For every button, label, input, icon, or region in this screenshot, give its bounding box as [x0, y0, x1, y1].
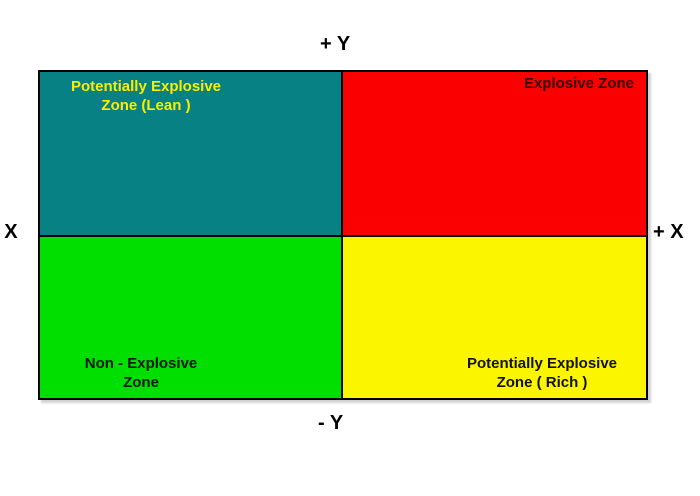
zone-label-line2: Zone ( Rich ) — [496, 374, 588, 391]
zone-label-line2: Zone — [123, 374, 159, 391]
quadrant-top-left: Potentially Explosive Zone (Lean ) — [40, 72, 343, 237]
axis-label-minus-y: - Y — [318, 412, 344, 434]
quadrant-label-explosive: Explosive Zone — [524, 74, 634, 93]
quadrant-label-rich: Potentially Explosive Zone ( Rich ) — [442, 354, 642, 392]
quadrant-label-lean: Potentially Explosive Zone (Lean ) — [46, 77, 246, 115]
zone-label-line2: Zone (Lean ) — [101, 97, 191, 114]
zone-label-line1: Explosive Zone — [523, 75, 634, 92]
axis-label-plus-y: + Y — [320, 33, 351, 55]
quadrant-chart-area: Potentially Explosive Zone (Lean ) Explo… — [38, 70, 648, 400]
axis-label-minus-x: - X — [4, 221, 18, 243]
zone-label-line1: Potentially Explosive — [70, 78, 222, 95]
quadrant-top-right: Explosive Zone — [343, 72, 646, 237]
zone-label-line1: Potentially Explosive — [466, 355, 618, 372]
quadrant-bottom-left: Non - Explosive Zone — [40, 237, 343, 398]
quadrant-bottom-right: Potentially Explosive Zone ( Rich ) — [343, 237, 646, 398]
zone-label-line1: Non - Explosive — [84, 355, 198, 372]
axis-label-plus-x: + X — [653, 221, 684, 243]
quadrant-label-non-explosive: Non - Explosive Zone — [46, 354, 236, 392]
